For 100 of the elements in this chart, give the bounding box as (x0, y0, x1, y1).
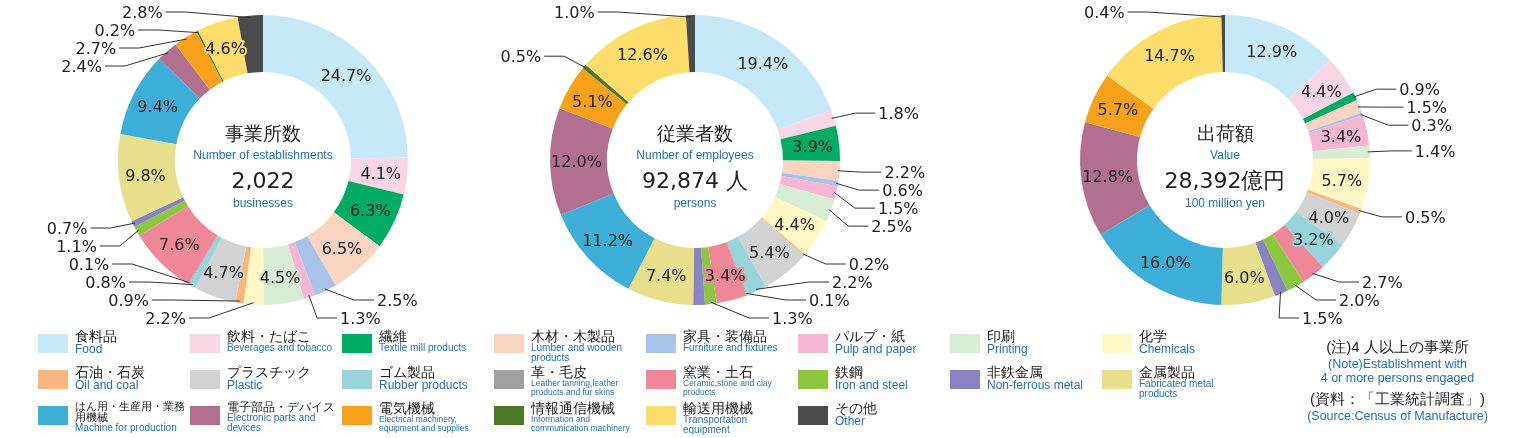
data-label: 3.2% (1293, 229, 1334, 249)
text: (Source:Census of Manufacture) (1306, 409, 1489, 424)
data-label: 9.4% (137, 96, 179, 116)
legend-label: パルプ・紙 Pulp and paper (835, 328, 917, 356)
legend-label: 家具・装備品 Furniture and fixtures (683, 328, 779, 353)
data-label: 1.1% (56, 237, 97, 256)
data-label: 4.4% (774, 215, 815, 235)
data-label: 1.3% (340, 309, 381, 328)
data-label: 11.2% (582, 231, 634, 251)
data-label: 24.7% (320, 66, 372, 86)
data-label: 5.7% (1097, 100, 1139, 120)
data-label: 6.5% (321, 239, 363, 259)
data-label: 5.7% (1321, 170, 1363, 190)
data-label: 14.7% (1144, 46, 1195, 66)
data-label: 2.7% (1362, 273, 1403, 292)
text: persons (673, 196, 717, 210)
text: businesses (232, 196, 294, 210)
text: (Note)Establishment with 4 or more persons engaged (1319, 357, 1476, 386)
legend-label: 木材・木製品 Lumber and wooden products (531, 328, 624, 363)
data-label: 19.4% (737, 53, 789, 73)
text: 92,874 人 (642, 168, 748, 193)
text: Number of employees (636, 148, 754, 162)
data-label: 16.0% (1139, 253, 1191, 273)
data-label: 4.5% (259, 268, 301, 288)
data-label: 5.4% (749, 243, 790, 263)
data-label: 2.8% (121, 3, 163, 22)
legend-label: はん用・生産用・業務用機械 Machine for production (75, 400, 186, 433)
text: (資料：「工業統計調査」) (1309, 390, 1486, 408)
legend-label: 電気機械 Electrical machinery, equipment and supplies (379, 400, 470, 433)
legend-label: 窯業・土石 Ceramic,stone and clay products (683, 364, 773, 397)
text: Number of establishments (193, 148, 333, 162)
legend-label: 印刷 Printing (987, 328, 1028, 356)
legend-label: プラスチック Plastic (227, 364, 311, 392)
data-label: 9.8% (125, 166, 166, 186)
data-label: 6.3% (349, 201, 391, 221)
data-label: 1.5% (1302, 309, 1343, 328)
data-label: 0.2% (848, 255, 890, 274)
legend-label: 情報通信機械 Information and communication machinery (531, 400, 631, 433)
text: 出荷額 (1196, 122, 1254, 144)
data-label: 12.0% (551, 152, 602, 172)
data-label: 6.0% (1223, 267, 1265, 287)
data-label: 1.0% (553, 3, 595, 22)
data-label: 0.9% (108, 291, 149, 310)
text: 100 million yen (1184, 196, 1266, 210)
legend-label: 輸送用機械 Transportation equipment (683, 400, 754, 435)
text: 事業所数 (225, 122, 301, 144)
data-label: 5.1% (572, 91, 613, 111)
data-label: 12.6% (617, 44, 668, 64)
data-label: 4.0% (1308, 208, 1350, 228)
legend-label: 非鉄金属 Non-ferrous metal (987, 364, 1084, 392)
data-label: 0.5% (500, 47, 542, 67)
legend-label: 電子部品・デバイス Electronic parts and devices (227, 400, 336, 433)
text: 従業者数 (657, 122, 733, 144)
data-label: 0.2% (94, 21, 136, 40)
data-label: 7.6% (159, 234, 200, 254)
data-label: 2.7% (75, 39, 117, 58)
legend-label: 金属製品 Fabricated metal products (1139, 364, 1215, 399)
text: (注)4 人以上の事業所 (1325, 338, 1470, 356)
data-label: 2.5% (377, 291, 418, 310)
data-label: 4.4% (1300, 81, 1342, 101)
data-label: 3.4% (1320, 126, 1362, 146)
data-label: 4.7% (203, 262, 244, 282)
data-label: 0.9% (1399, 80, 1440, 100)
legend-label: ゴム製品 Rubber products (379, 364, 468, 392)
legend-label: 鉄鋼 Iron and steel (835, 364, 908, 392)
data-label: 2.2% (832, 273, 873, 292)
data-label: 1.8% (878, 104, 919, 124)
data-label: 7.4% (645, 265, 687, 285)
data-label: 0.3% (1411, 116, 1452, 136)
legend-label: 化学 Chemicals (1139, 328, 1196, 356)
data-label: 2.0% (1339, 291, 1380, 310)
data-label: 0.6% (882, 181, 923, 201)
data-label: 4.1% (360, 164, 402, 184)
legend-label: 革・毛皮 Leather tanning,leather products and fur skins (531, 364, 620, 397)
text: 2,022 (231, 168, 295, 193)
data-label: 1.3% (772, 309, 813, 328)
data-label: 0.4% (1083, 3, 1125, 22)
legend-label: 飲料・たばこ Beverages and tobacco (227, 328, 334, 353)
data-label: 0.5% (1405, 207, 1446, 227)
data-label: 0.1% (809, 291, 850, 310)
data-label: 1.4% (1414, 141, 1456, 161)
text: 28,392億円 (1164, 168, 1286, 193)
data-label: 12.9% (1246, 42, 1298, 62)
data-label: 2.4% (61, 57, 102, 76)
legend-label: 石油・石炭 Oil and coal (75, 364, 145, 392)
legend-label: 繊維 Textile mill products (379, 328, 468, 353)
data-label: 3.9% (792, 137, 834, 157)
data-label: 0.1% (68, 255, 110, 274)
data-label: 2.2% (145, 309, 186, 328)
legend-label: 食料品 Food (75, 328, 117, 356)
data-label: 12.8% (1082, 167, 1134, 187)
data-label: 3.4% (704, 265, 746, 285)
text: Value (1210, 148, 1241, 162)
data-label: 0.7% (46, 219, 88, 238)
data-label: 2.2% (884, 163, 926, 183)
data-label: 2.5% (871, 217, 913, 237)
data-label: 1.5% (877, 199, 919, 219)
data-label: 1.5% (1406, 98, 1448, 118)
data-label: 0.8% (85, 273, 126, 292)
legend-label: その他 Other (835, 400, 877, 428)
